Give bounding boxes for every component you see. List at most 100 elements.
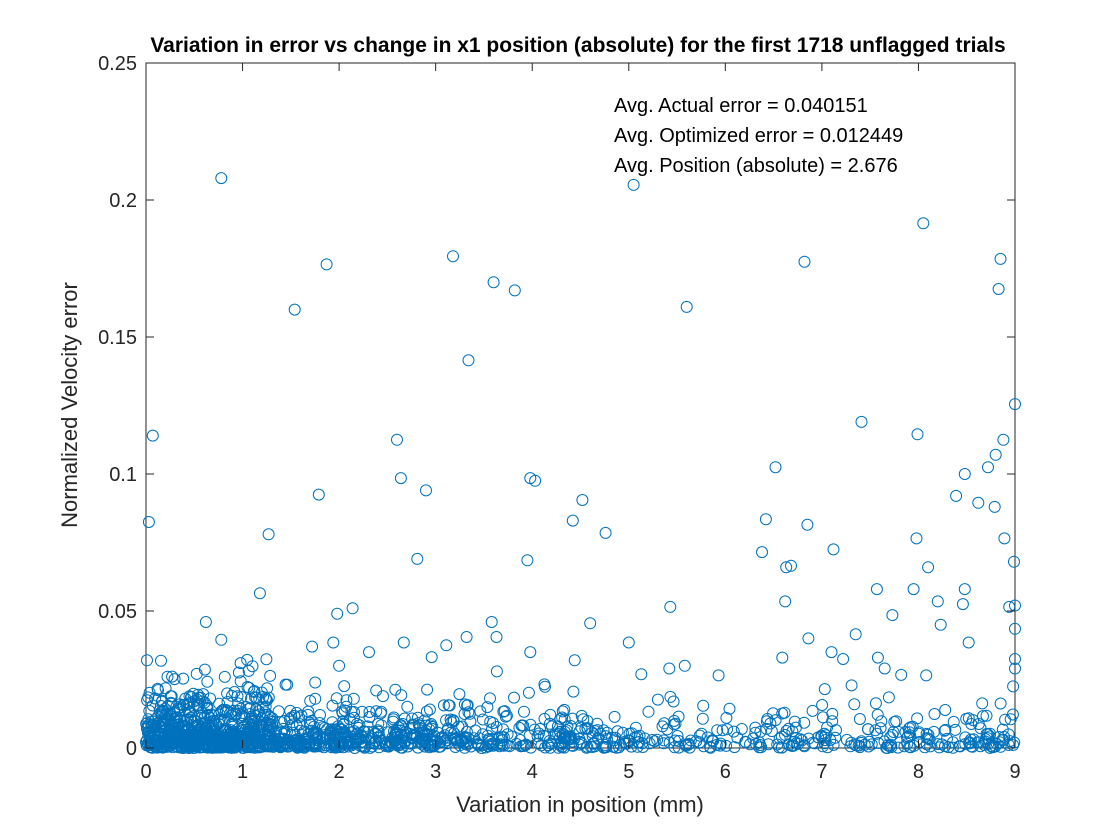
data-point — [253, 693, 266, 706]
data-point — [920, 738, 933, 751]
data-point — [567, 685, 580, 698]
data-point — [144, 739, 157, 751]
data-point — [782, 722, 795, 735]
data-point — [749, 726, 762, 739]
data-point — [672, 735, 685, 747]
data-point — [971, 736, 984, 749]
data-point — [513, 721, 526, 734]
data-point — [890, 715, 903, 728]
data-point — [394, 472, 407, 485]
data-point — [950, 489, 963, 502]
data-point — [871, 708, 884, 721]
data-point — [508, 691, 520, 704]
data-point — [635, 668, 648, 681]
data-point — [795, 734, 808, 747]
data-point — [972, 496, 985, 509]
data-point — [806, 704, 819, 717]
data-point — [625, 740, 638, 753]
data-point — [330, 692, 343, 705]
data-point — [274, 716, 287, 729]
data-point — [789, 721, 802, 734]
data-point — [848, 738, 861, 751]
data-point — [928, 708, 941, 720]
data-point — [231, 690, 244, 703]
data-point — [381, 736, 394, 749]
x-tick-label: 6 — [720, 761, 731, 783]
data-point — [479, 741, 492, 754]
data-point — [177, 672, 190, 685]
data-point — [458, 708, 471, 720]
data-point — [827, 543, 840, 556]
data-point — [231, 704, 244, 717]
data-point — [903, 740, 916, 753]
data-point — [196, 695, 209, 708]
data-point — [497, 731, 510, 744]
data-point — [756, 546, 768, 559]
data-point — [855, 735, 868, 748]
data-point — [224, 724, 237, 736]
data-point — [586, 730, 599, 743]
data-point — [911, 428, 924, 441]
data-point — [989, 448, 1002, 461]
data-point — [306, 640, 319, 653]
data-point — [179, 692, 192, 705]
data-point — [411, 711, 424, 724]
data-point — [920, 669, 933, 682]
data-point — [573, 738, 586, 751]
data-point — [514, 740, 527, 753]
data-point — [168, 706, 181, 718]
data-point — [848, 698, 861, 711]
data-point — [558, 703, 571, 716]
data-point — [802, 632, 815, 645]
data-point — [440, 639, 453, 652]
data-point — [568, 654, 581, 667]
data-point — [753, 741, 766, 754]
data-point — [1009, 398, 1021, 411]
data-point — [241, 740, 254, 753]
data-point — [524, 646, 537, 659]
data-point — [521, 554, 534, 567]
data-point — [984, 739, 997, 752]
data-point — [449, 732, 462, 744]
data-point — [372, 717, 385, 730]
data-point — [471, 738, 484, 750]
data-point — [927, 725, 940, 738]
data-point — [1007, 680, 1020, 693]
data-point — [643, 737, 656, 750]
data-point — [420, 705, 433, 718]
data-point — [244, 702, 257, 715]
data-point — [618, 736, 631, 748]
data-point — [481, 701, 494, 714]
data-point — [769, 714, 782, 727]
data-point — [262, 528, 275, 541]
data-point — [338, 680, 351, 693]
annotation-position: Avg. Position (absolute) = 2.676 — [614, 155, 898, 177]
data-point — [910, 532, 923, 545]
data-point — [314, 709, 326, 721]
data-point — [1002, 728, 1015, 741]
data-point — [576, 494, 589, 506]
data-point — [213, 697, 226, 710]
data-point — [767, 707, 780, 720]
x-tick-label: 3 — [430, 761, 441, 783]
data-point — [337, 718, 350, 730]
data-point — [162, 699, 175, 712]
x-tick-label: 2 — [334, 761, 345, 783]
data-point — [381, 726, 394, 739]
data-point — [754, 739, 767, 751]
data-point — [982, 461, 994, 474]
data-point — [918, 741, 931, 754]
data-point — [524, 741, 537, 754]
data-point — [331, 607, 344, 620]
data-point — [508, 284, 521, 297]
data-point — [553, 732, 566, 744]
data-point — [855, 415, 868, 428]
data-point — [333, 659, 346, 672]
data-point — [992, 283, 1005, 295]
data-point — [1009, 662, 1021, 675]
annotation-actual-error: Avg. Actual error = 0.040151 — [614, 95, 868, 117]
data-point — [499, 710, 512, 723]
data-point — [253, 587, 266, 600]
data-point — [491, 738, 504, 751]
data-point — [190, 667, 203, 680]
